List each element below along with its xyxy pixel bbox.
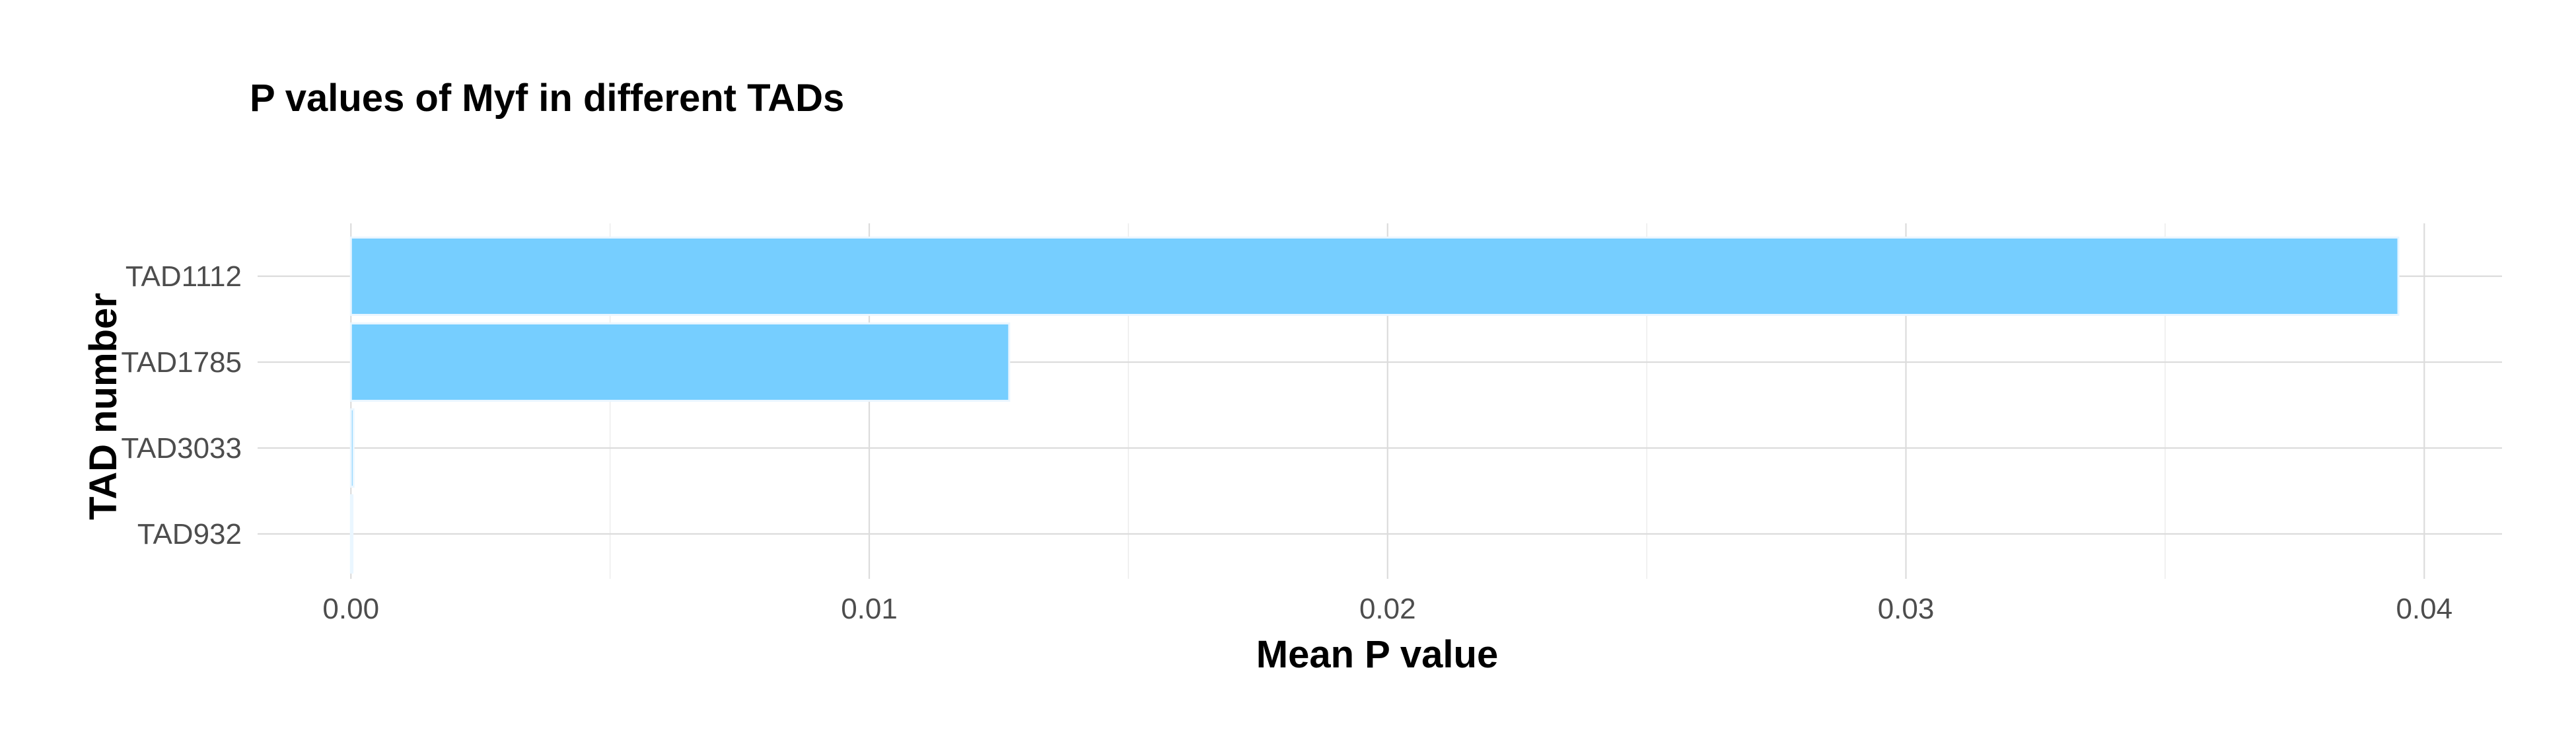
y-axis-title: TAD number <box>82 293 125 520</box>
x-tick-label: 0.03 <box>1878 593 1935 625</box>
bar-tad3033 <box>349 408 355 488</box>
x-tick-label: 0.00 <box>322 593 379 625</box>
x-tick-label: 0.01 <box>841 593 898 625</box>
y-tick-label: TAD3033 <box>121 432 242 465</box>
y-tick-label: TAD1112 <box>125 260 242 293</box>
bars <box>349 237 2400 574</box>
bar-tad1112 <box>349 237 2400 316</box>
bar-tad1785 <box>349 322 1011 402</box>
chart-title: P values of Myf in different TADs <box>250 77 844 120</box>
x-axis-title: Mean P value <box>1256 633 1498 676</box>
y-axis-tick-labels: TAD1112 TAD1785 TAD3033 TAD932 <box>121 260 242 550</box>
x-tick-label: 0.04 <box>2396 593 2452 625</box>
bar-tad932 <box>349 494 354 574</box>
x-tick-label: 0.02 <box>1359 593 1416 625</box>
x-axis-tick-labels: 0.00 0.01 0.02 0.03 0.04 <box>322 593 2452 625</box>
y-tick-label: TAD932 <box>137 518 242 550</box>
y-tick-label: TAD1785 <box>121 346 242 379</box>
